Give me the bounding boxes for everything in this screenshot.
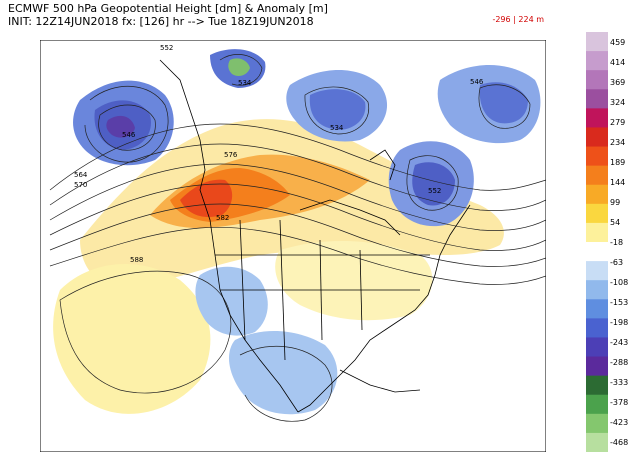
colorbar-swatch (586, 432, 608, 452)
colorbar-swatch (586, 318, 608, 338)
contour-label: 564 (74, 171, 88, 179)
colorbar-swatch (586, 70, 608, 90)
colorbar-swatch (586, 32, 608, 52)
contour-label: 588 (130, 256, 143, 264)
colorbar-label: -378 (610, 398, 629, 407)
colorbar-swatch (586, 413, 608, 434)
contour-label: 534 (238, 79, 252, 87)
contour-label: 546 (470, 78, 484, 86)
colorbar-swatch (586, 242, 608, 262)
anomaly-range: -296 | 224 m (492, 15, 544, 24)
colorbar-label: -333 (610, 378, 629, 387)
map-svg: 552 546 534 534 576 570 564 582 588 552 … (40, 40, 546, 452)
colorbar-label: 369 (610, 78, 626, 87)
colorbar-swatch (586, 261, 608, 281)
anomaly-shading (53, 49, 541, 415)
contour-label: 582 (216, 214, 229, 222)
colorbar-swatch (586, 127, 608, 148)
colorbar-swatch (586, 51, 608, 71)
colorbar (586, 32, 608, 452)
colorbar-label: -243 (610, 338, 629, 347)
colorbar-label: 324 (610, 98, 626, 107)
colorbar-swatch (586, 280, 608, 300)
colorbar-swatch (586, 89, 608, 109)
colorbar-swatch (586, 222, 608, 243)
contour-label: 576 (224, 151, 238, 159)
colorbar-label: 279 (610, 118, 626, 127)
contour-label: 534 (330, 124, 344, 132)
colorbar-label: -153 (610, 298, 629, 307)
colorbar-label: 144 (610, 178, 626, 187)
colorbar-swatch (586, 108, 608, 128)
colorbar-swatch (586, 203, 608, 224)
colorbar-label: 414 (610, 58, 626, 67)
colorbar-swatch (586, 146, 608, 167)
contour-labels: 552 546 534 534 576 570 564 582 588 552 … (74, 44, 484, 264)
colorbar-label: 54 (610, 218, 621, 227)
coastlines (159, 59, 471, 413)
colorbar-label: -108 (610, 278, 629, 287)
colorbar-label: 99 (610, 198, 621, 207)
colorbar-swatch (586, 165, 608, 186)
colorbar-swatch (586, 299, 608, 319)
colorbar-swatch (586, 375, 608, 396)
contour-label: 570 (74, 181, 87, 189)
colorbar-swatch (586, 184, 608, 205)
colorbar-label: 459 (610, 38, 626, 47)
colorbar-label: 234 (610, 138, 626, 147)
colorbar-swatch (586, 356, 608, 377)
chart-title: ECMWF 500 hPa Geopotential Height [dm] &… (8, 2, 328, 15)
contour-label: 552 (428, 187, 441, 195)
colorbar-label: 189 (610, 158, 626, 167)
colorbar-swatch (586, 394, 608, 415)
init-line: INIT: 12Z14JUN2018 fx: [126] hr --> Tue … (8, 15, 314, 28)
colorbar-label: -63 (610, 258, 624, 267)
colorbar-label: -468 (610, 438, 629, 447)
colorbar-label: -288 (610, 358, 629, 367)
map-panel: 552 546 534 534 576 570 564 582 588 552 … (40, 40, 546, 452)
colorbar-label: -198 (610, 318, 629, 327)
contour-label: 546 (122, 131, 136, 139)
height-contours (49, 54, 546, 422)
colorbar-swatch (586, 337, 608, 358)
colorbar-label: -423 (610, 418, 629, 427)
colorbar-label: -18 (610, 238, 624, 247)
contour-label: 552 (160, 44, 173, 52)
